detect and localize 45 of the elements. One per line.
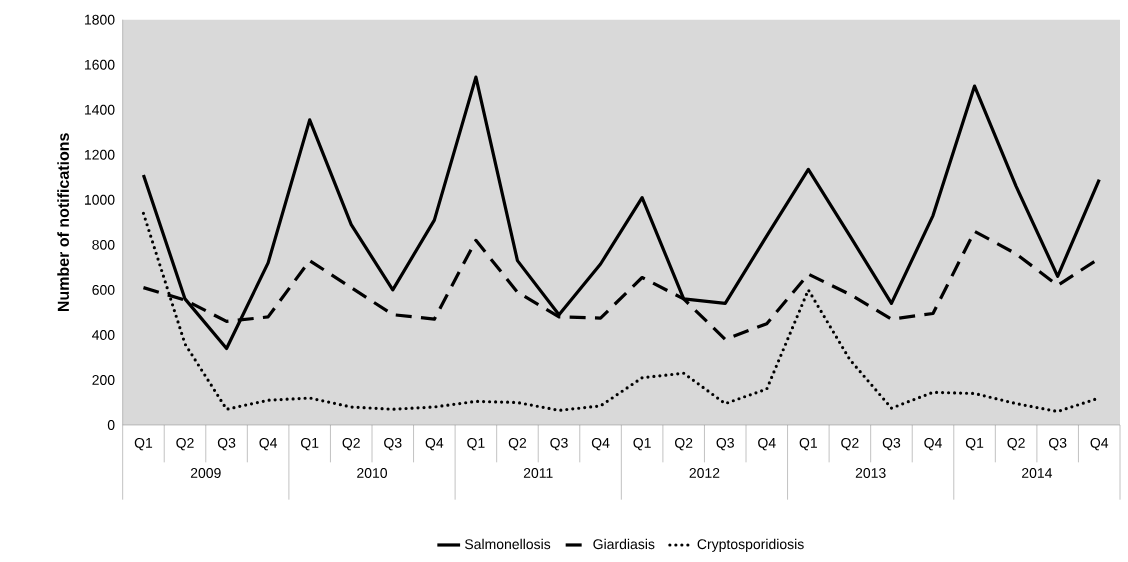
text: 2014 — [1022, 468, 1053, 478]
x-tick-label: Q4 — [259, 437, 278, 451]
legend-label: Cryptosporidiosis — [697, 538, 804, 552]
x-tick-label: Q1 — [799, 437, 817, 451]
x-tick-label: Q3 — [217, 437, 236, 451]
x-tick-label: Q3 — [1049, 437, 1067, 451]
x-tick-label: Q4 — [591, 437, 610, 451]
x-tick-label: Q3 — [550, 437, 568, 451]
x-tick-label: Q1 — [633, 437, 651, 451]
x-tick-label: Q4 — [758, 437, 776, 451]
y-tick-label: 1600 — [84, 59, 115, 70]
x-tick-label: Q3 — [384, 437, 402, 451]
y-tick-label: 1000 — [84, 194, 115, 205]
y-tick-label: 0 — [107, 420, 115, 430]
y-tick-label: 400 — [92, 329, 115, 340]
x-tick-label: Q4 — [1090, 437, 1109, 451]
y-tick-label: 1800 — [84, 14, 115, 25]
y-tick-label: 1200 — [84, 149, 115, 160]
x-tick-label: Q2 — [675, 437, 693, 451]
y-tick-label: 1400 — [84, 104, 115, 115]
x-tick-label: Q2 — [342, 437, 360, 451]
text: 2013 — [855, 468, 886, 478]
x-tick-label: Q1 — [134, 437, 153, 451]
x-tick-label: Q3 — [882, 437, 901, 451]
text: 2012 — [689, 468, 720, 478]
x-tick-label: Q1 — [467, 437, 485, 451]
text: 2009 — [190, 468, 221, 478]
text: 2010 — [357, 468, 388, 478]
y-tick-label: 800 — [92, 239, 115, 250]
y-tick-label: 600 — [92, 284, 115, 295]
line-series — [141, 75, 1101, 351]
x-tick-label: Q4 — [924, 437, 942, 451]
x-tick-label: Q3 — [716, 437, 734, 451]
x-tick-label: Q2 — [176, 437, 194, 451]
x-tick-label: Q1 — [301, 437, 319, 451]
x-tick-label: Q4 — [425, 437, 444, 451]
x-tick-label: Q2 — [508, 437, 527, 451]
x-tick-label: Q2 — [841, 437, 859, 451]
y-tick-label: 200 — [92, 375, 115, 385]
y-axis-title: Number of notifications — [57, 133, 69, 312]
legend-label: Salmonellosis — [464, 538, 551, 550]
x-tick-label: Q2 — [1007, 437, 1025, 451]
text: 2011 — [523, 468, 553, 478]
legend-label: Giardiasis — [593, 538, 655, 550]
x-tick-label: Q1 — [965, 437, 984, 451]
